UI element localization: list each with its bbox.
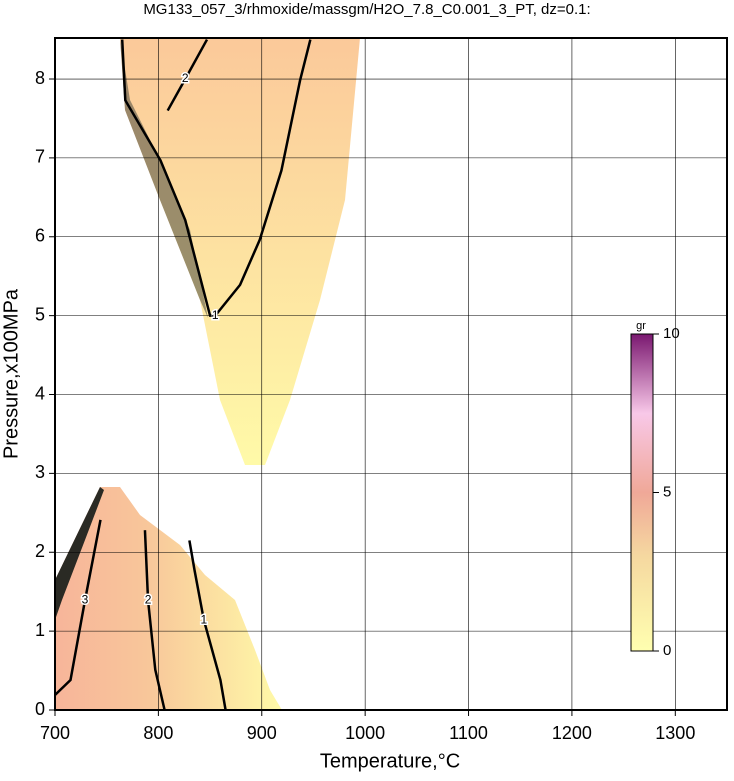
y-tick-label: 1 [35, 620, 45, 640]
colorbar-tick-label: 0 [663, 642, 671, 659]
chart-title: MG133_057_3/rhmoxide/massgm/H2O_7.8_C0.0… [143, 1, 590, 18]
y-tick-label: 8 [35, 68, 45, 88]
upper-region [120, 38, 360, 465]
x-tick-label: 900 [247, 723, 277, 743]
contour-label: 2 [145, 593, 152, 607]
x-tick-label: 1000 [345, 723, 385, 743]
y-axis-label: Pressure,x100MPa [0, 288, 22, 459]
colorbar-label: gr [636, 320, 646, 332]
x-axis-label: Temperature,°C [320, 750, 460, 772]
y-tick-label: 5 [35, 304, 45, 324]
lower-dense-contours [55, 487, 104, 620]
y-tick-label: 3 [35, 462, 45, 482]
contour-label: 3 [82, 593, 89, 607]
contour-label: 2 [182, 71, 189, 85]
contour-line [166, 38, 209, 112]
y-tick-label: 7 [35, 147, 45, 167]
y-tick-label: 4 [35, 383, 45, 403]
contour-line [120, 39, 312, 317]
y-tick-label: 6 [35, 226, 45, 246]
contour-line [54, 519, 102, 696]
x-tick-label: 1200 [552, 723, 592, 743]
colorbar [630, 333, 654, 652]
lower-region [55, 487, 282, 710]
contour-line [143, 530, 166, 711]
colorbar-tick-label: 10 [663, 325, 680, 342]
colorbar-tick-label: 5 [663, 483, 671, 500]
plot-frame [54, 37, 728, 711]
x-tick-label: 800 [143, 723, 173, 743]
x-tick-label: 700 [40, 723, 70, 743]
y-tick-label: 2 [35, 541, 45, 561]
x-tick-label: 1100 [449, 723, 488, 743]
y-tick-label: 0 [35, 699, 45, 719]
contour-line [188, 540, 227, 711]
contour-label: 1 [201, 612, 208, 626]
contour-label: 1 [212, 308, 219, 322]
x-tick-label: 1300 [655, 723, 695, 743]
upper-dense-contours [120, 38, 208, 318]
